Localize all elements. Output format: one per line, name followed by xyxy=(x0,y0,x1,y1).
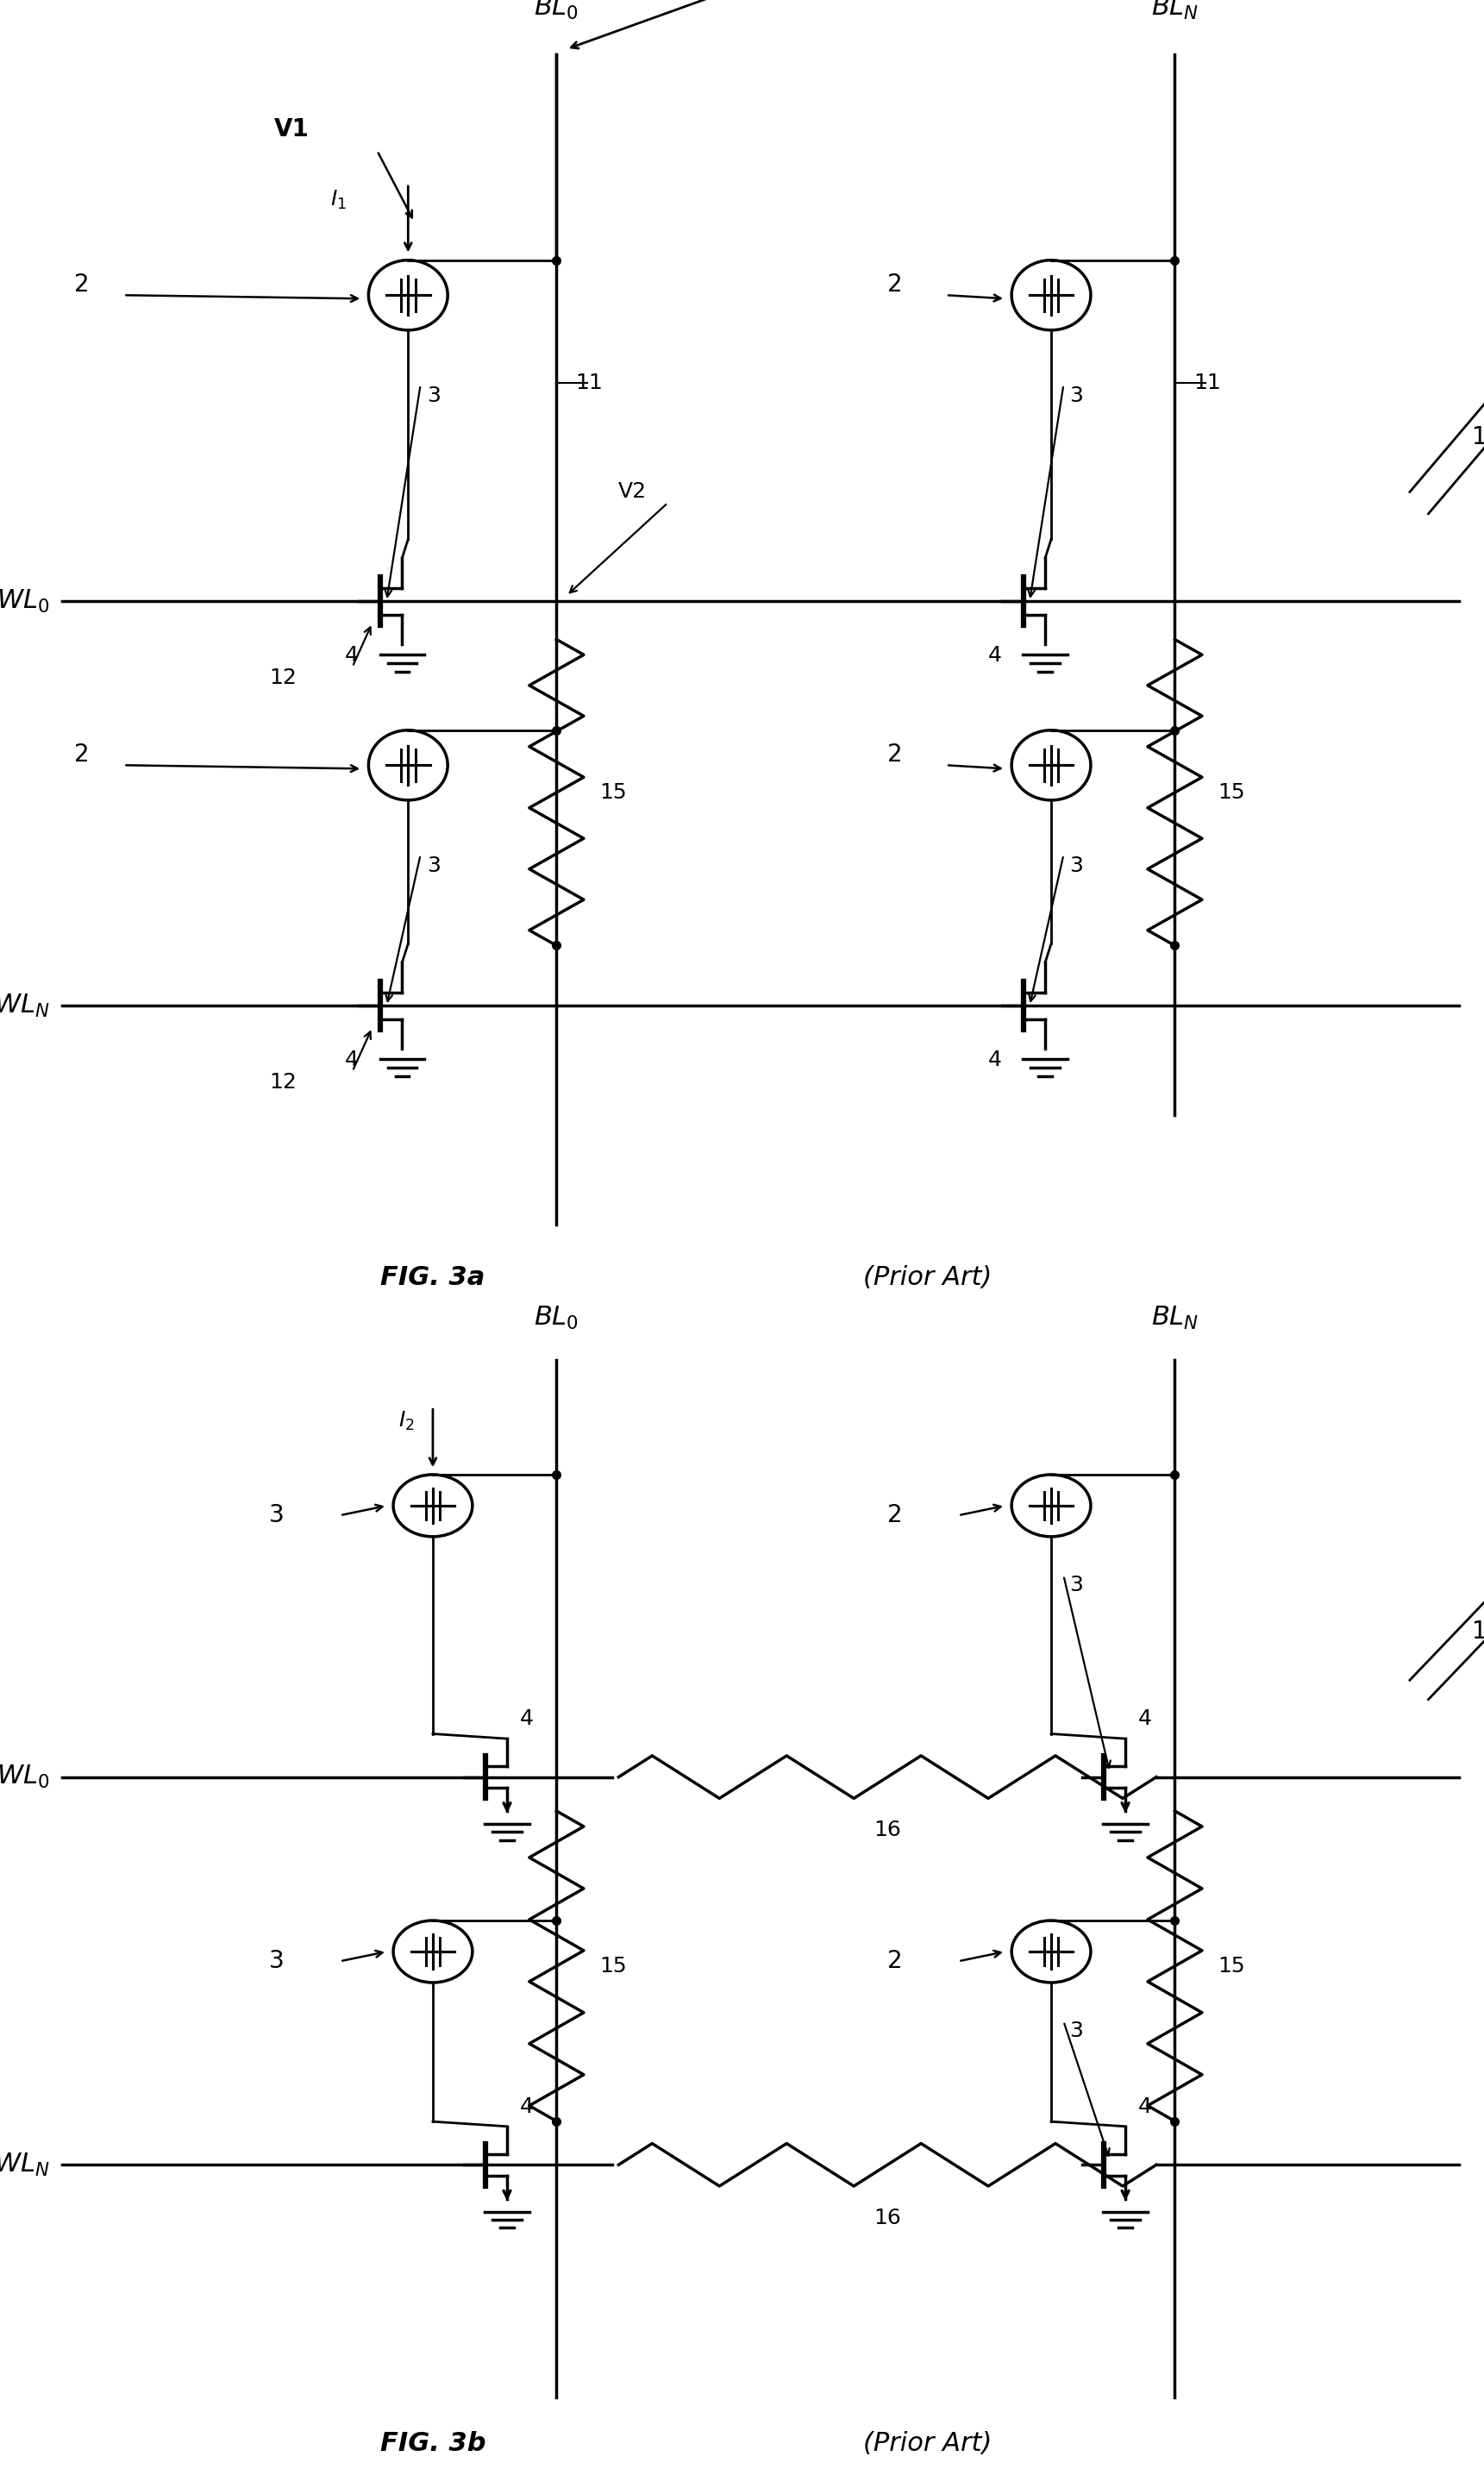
Text: 3: 3 xyxy=(1070,856,1083,876)
Text: 4: 4 xyxy=(346,646,359,666)
Text: 3: 3 xyxy=(1070,1574,1083,1596)
Text: 12: 12 xyxy=(269,668,297,688)
Text: $WL_N$: $WL_N$ xyxy=(0,2151,49,2178)
Text: 16: 16 xyxy=(874,2208,901,2228)
Text: 2: 2 xyxy=(74,272,89,297)
Text: 11: 11 xyxy=(576,371,603,394)
Text: 2: 2 xyxy=(74,742,89,767)
Text: 3: 3 xyxy=(269,1950,285,1973)
Text: 15: 15 xyxy=(600,782,628,802)
Text: 16: 16 xyxy=(874,1819,901,1841)
Text: 4: 4 xyxy=(519,1708,533,1730)
Text: 3: 3 xyxy=(426,386,441,406)
Text: 12: 12 xyxy=(269,1072,297,1091)
Text: 15: 15 xyxy=(1218,782,1245,802)
Text: 4: 4 xyxy=(1138,1708,1152,1730)
Text: 2: 2 xyxy=(887,1502,902,1527)
Text: $BL_N$: $BL_N$ xyxy=(1152,1304,1199,1332)
Text: 3: 3 xyxy=(1070,2020,1083,2042)
Text: (Prior Art): (Prior Art) xyxy=(864,2430,991,2455)
Text: $BL_0$: $BL_0$ xyxy=(534,0,579,22)
Text: V2: V2 xyxy=(619,483,647,502)
Text: $WL_N$: $WL_N$ xyxy=(0,992,49,1020)
Text: $WL_0$: $WL_0$ xyxy=(0,587,49,614)
Text: 4: 4 xyxy=(988,646,1002,666)
Text: 3: 3 xyxy=(269,1502,285,1527)
Text: $I_1$: $I_1$ xyxy=(329,188,346,210)
Text: 2: 2 xyxy=(887,1950,902,1973)
Text: 3: 3 xyxy=(426,856,441,876)
Text: 4: 4 xyxy=(346,1049,359,1069)
Text: 11: 11 xyxy=(1193,371,1221,394)
Text: FIG. 3b: FIG. 3b xyxy=(380,2430,485,2455)
Text: $WL_0$: $WL_0$ xyxy=(0,1765,49,1789)
Text: 1: 1 xyxy=(1472,1619,1484,1643)
Text: 15: 15 xyxy=(1218,1955,1245,1978)
Text: $I_2$: $I_2$ xyxy=(398,1411,414,1433)
Text: $BL_N$: $BL_N$ xyxy=(1152,0,1199,22)
Text: 15: 15 xyxy=(600,1955,628,1978)
Text: 2: 2 xyxy=(887,742,902,767)
Text: $BL_0$: $BL_0$ xyxy=(534,1304,579,1332)
Text: 4: 4 xyxy=(1138,2096,1152,2116)
Text: (Prior Art): (Prior Art) xyxy=(864,1265,991,1289)
Text: FIG. 3a: FIG. 3a xyxy=(380,1265,485,1289)
Text: 3: 3 xyxy=(1070,386,1083,406)
Text: 1: 1 xyxy=(1472,426,1484,450)
Text: V1: V1 xyxy=(275,116,309,141)
Text: 4: 4 xyxy=(988,1049,1002,1069)
Text: 4: 4 xyxy=(519,2096,533,2116)
Text: 2: 2 xyxy=(887,272,902,297)
